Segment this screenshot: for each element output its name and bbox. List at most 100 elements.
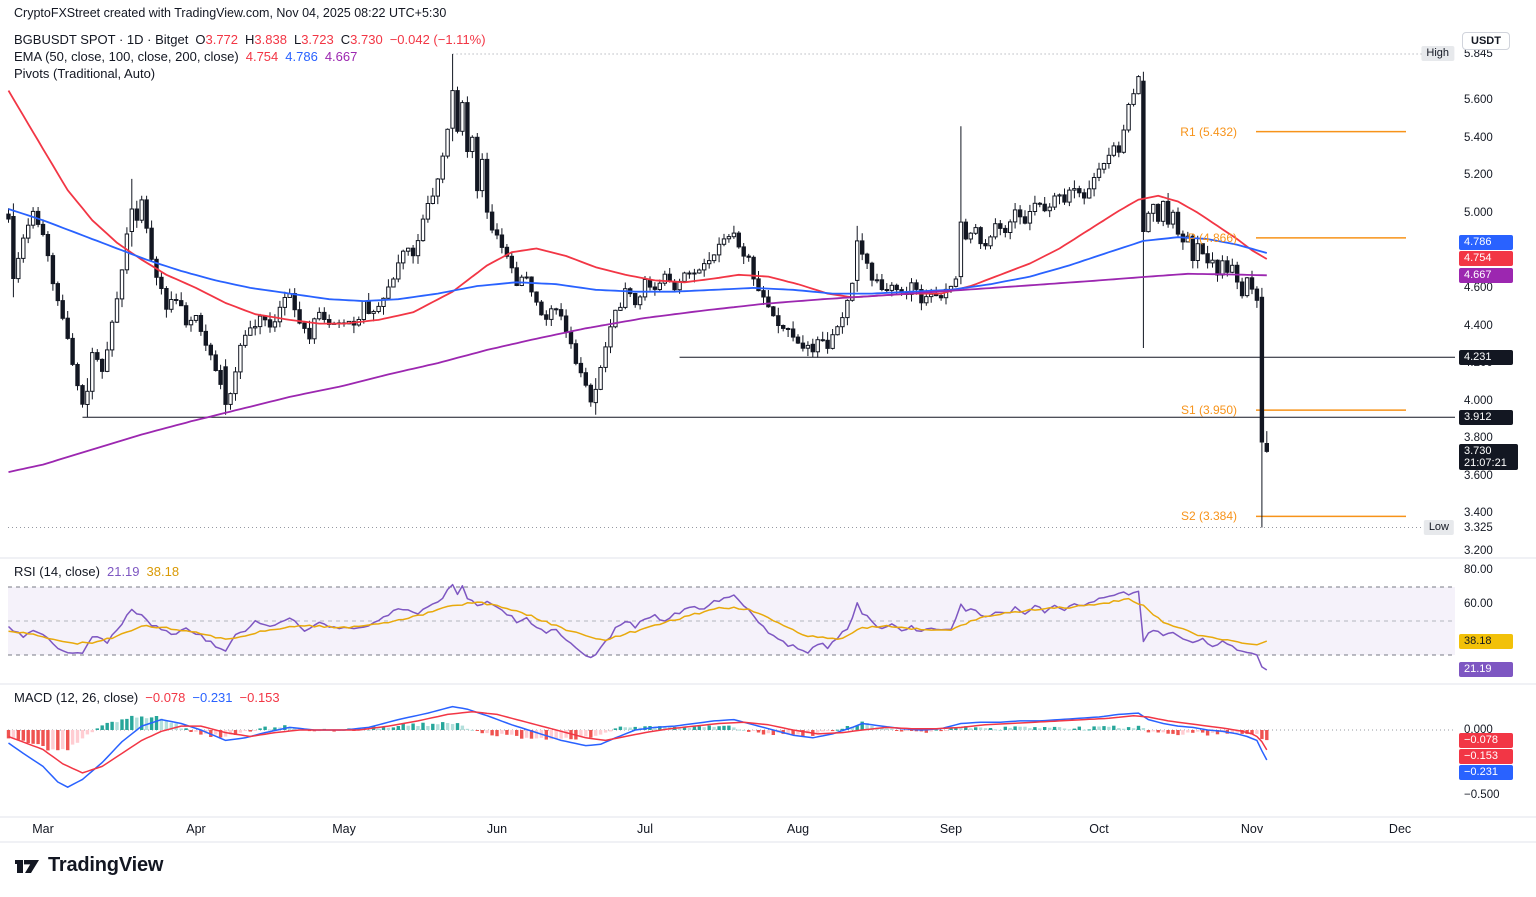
tradingview-logo[interactable]: TradingView [14,852,163,878]
candle [657,282,662,291]
pivots-legend[interactable]: Pivots (Traditional, Auto) [14,66,155,81]
macd-histogram-bar [31,730,35,744]
time-axis-label: Jun [486,822,508,836]
macd-histogram-bar [470,729,474,731]
candle [504,246,510,257]
candle [623,288,628,308]
candle [993,223,998,238]
candle [277,306,283,323]
candle [864,253,870,264]
candle [761,290,766,298]
macd-histogram-bar [1176,730,1180,736]
candle [889,284,894,291]
macd-histogram-bar [1117,728,1121,730]
candle [840,317,845,328]
macd-histogram-bar [26,730,30,743]
candle [598,367,603,390]
candle [785,328,791,330]
macd-legend[interactable]: MACD (12, 26, close) −0.078 −0.231 −0.15… [14,690,280,705]
macd-histogram-bar [510,730,514,735]
candle [307,327,312,340]
macd-histogram-bar [850,727,854,730]
macd-histogram-bar [929,730,933,732]
macd-histogram-bar [416,726,420,730]
macd-histogram-bar [248,730,252,732]
candle [894,284,899,291]
macd-histogram-bar [544,730,548,740]
candle [642,279,648,298]
macd-histogram-bar [199,730,203,735]
macd-histogram-bar [228,730,233,735]
price-tick: 5.400 [1464,131,1493,144]
macd-histogram-bar [36,730,40,745]
candle [1205,253,1210,264]
macd-tick: −0.500 [1464,789,1500,801]
macd-histogram-bar [376,728,381,730]
candle [524,276,529,279]
macd-histogram-bar [120,719,124,730]
candle [203,330,209,346]
candle [795,336,801,344]
macd-histogram-bar [1141,728,1146,730]
macd-histogram-bar [988,728,993,730]
candle-wicks [8,54,1268,528]
candle [21,237,26,259]
macd-histogram-bar [445,723,450,730]
candle [667,273,672,282]
last-price-countdown: 21:07:21 [1464,457,1507,470]
macd-histogram-bar [993,729,998,731]
price-tick: 3.200 [1464,545,1493,557]
macd-histogram-bar [618,726,623,730]
macd-histogram-bar [485,730,489,734]
candle [1111,145,1116,156]
symbol-title[interactable]: BGBUSDT SPOT · 1D · Bitget [14,32,189,47]
macd-histogram-bar [1008,727,1012,730]
macd-histogram-bar [825,730,830,732]
time-axis-label: May [332,822,356,836]
macd-histogram-bar [697,726,701,730]
macd-histogram-bar [263,726,267,730]
candle [193,315,199,321]
ema-label: EMA (50, close, 100, close, 200, close) [14,49,239,64]
tradingview-wordmark: TradingView [48,853,164,876]
candle [1008,221,1013,233]
candle [1106,154,1112,165]
candle [134,208,140,221]
macd-histogram-bar [1131,728,1136,730]
macd-histogram-bar [974,727,978,730]
ema-legend[interactable]: EMA (50, close, 100, close, 200, close) … [14,49,357,64]
macd-histogram-bar [658,726,662,730]
symbol-legend[interactable]: BGBUSDT SPOT · 1D · Bitget O3.772 H3.838… [14,32,486,47]
macd-histogram-bar [895,730,899,731]
last-price-value: 3.730 [1464,445,1492,458]
macd-histogram-bar [801,730,805,737]
high-chip: High [1421,45,1454,61]
macd-histogram-bar [1043,727,1047,730]
macd-histogram-bar [751,730,756,731]
rsi-value: 21.19 [106,564,140,579]
macd-histogram-bar [159,718,164,730]
macd-histogram-bar [475,730,479,731]
macd-histogram-bar [66,730,70,751]
macd-histogram-bar [288,727,292,730]
macd-histogram-bar [761,730,766,735]
candle [608,326,613,348]
macd-histogram-bar [194,730,198,732]
candle [109,321,115,351]
candle [539,301,544,316]
macd-histogram-bar [500,730,504,734]
candle [716,243,722,256]
rsi-legend[interactable]: RSI (14, close) 21.19 38.18 [14,564,179,579]
macd-histogram-bar [169,722,173,730]
candle [1027,211,1033,224]
macd-histogram-bar [944,730,948,731]
candle [1170,211,1176,225]
macd-histogram-bar [899,730,904,732]
candle [855,240,860,281]
currency-toggle-button[interactable]: USDT [1462,32,1510,50]
price-tick: 5.600 [1464,94,1493,106]
macd-histogram-bar [1171,730,1175,734]
candle [1072,188,1077,191]
macd-histogram-bar [1057,727,1062,730]
